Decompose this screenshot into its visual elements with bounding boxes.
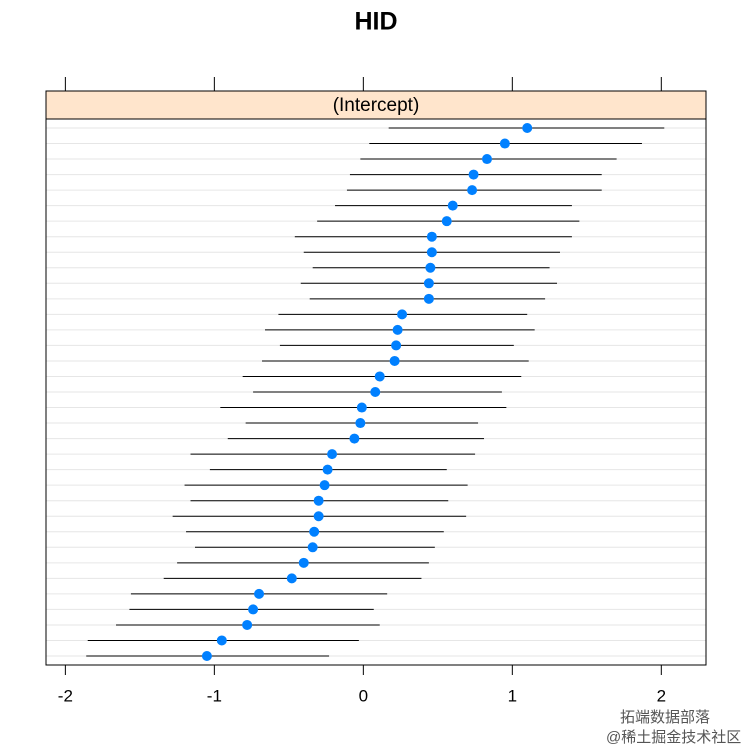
point [423,293,434,304]
point [499,138,510,149]
point [426,231,437,242]
point [349,433,360,444]
x-tick-label: -1 [207,686,222,705]
point [319,480,330,491]
point [391,340,402,351]
point [355,418,366,429]
watermark: 拓端数据部落 [620,709,710,726]
watermark: @稀土掘金技术社区 [606,729,741,746]
point [374,371,385,382]
point [425,262,436,273]
point [447,200,458,211]
chart-title: HID [354,8,397,36]
point [397,309,408,320]
point [370,387,381,397]
point [426,247,437,258]
point [309,526,320,537]
point [254,588,265,599]
point [356,402,367,413]
point [248,604,259,615]
point [313,495,324,506]
point [392,324,403,335]
point [307,542,318,553]
x-tick-label: -2 [58,686,73,705]
x-tick-label: 1 [508,686,517,705]
point [423,278,434,289]
point [313,511,324,522]
point [322,464,333,475]
strip-label: (Intercept) [333,95,420,116]
point [201,651,212,661]
point [298,557,309,568]
point [327,449,338,460]
x-tick-label: 2 [657,686,666,705]
panel-border [45,90,707,666]
point [441,216,452,227]
strip-box [45,90,707,120]
point [467,185,478,196]
point [468,169,479,180]
point [242,619,253,630]
point [481,154,492,165]
point [216,635,227,646]
point [389,355,400,366]
x-tick-label: 0 [359,686,368,705]
point [522,123,533,133]
point [286,573,297,584]
